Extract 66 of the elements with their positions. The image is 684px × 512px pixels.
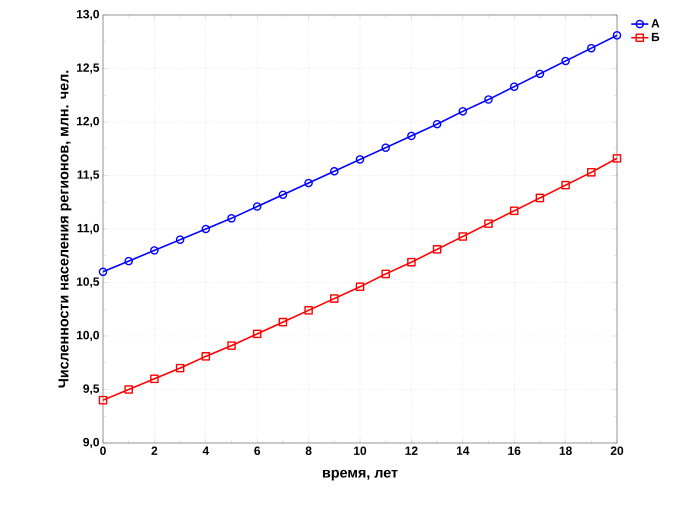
point <box>612 31 622 40</box>
point <box>330 166 339 176</box>
x-tick-label: 16 <box>508 446 520 455</box>
y-tick-label: 13,0 <box>76 10 99 20</box>
point <box>484 95 493 104</box>
point <box>202 352 210 361</box>
x-tick-label: 2 <box>152 446 158 455</box>
point <box>356 282 364 292</box>
x-tick-label: 12 <box>406 446 418 455</box>
y-tick-label: 10,5 <box>76 277 100 288</box>
x-tick-label: 10 <box>354 446 366 455</box>
legend-label: Б <box>652 32 660 42</box>
point <box>561 56 570 66</box>
point <box>561 180 570 190</box>
y-tick-label: 11,0 <box>78 224 99 234</box>
point <box>330 294 339 303</box>
point <box>381 143 390 152</box>
x-tick-label: 8 <box>306 446 312 455</box>
y-tick-label: 10,0 <box>76 330 99 342</box>
point <box>304 178 313 188</box>
point <box>484 219 493 228</box>
point <box>356 155 364 164</box>
point <box>227 341 236 350</box>
point <box>278 190 288 200</box>
point <box>124 385 133 394</box>
point <box>536 194 544 202</box>
point <box>458 107 468 116</box>
point <box>510 206 518 216</box>
point <box>278 318 288 326</box>
point <box>124 256 133 266</box>
y-tick-label: 11,5 <box>78 170 100 181</box>
point <box>98 396 108 404</box>
x-tick-label: 18 <box>560 446 572 455</box>
point <box>432 120 442 128</box>
point <box>587 44 596 52</box>
point <box>536 70 544 78</box>
point <box>612 154 622 163</box>
x-tick-label: 6 <box>254 446 260 455</box>
point <box>407 132 416 140</box>
point <box>432 245 442 254</box>
point <box>150 374 159 384</box>
y-tick-label: 12,5 <box>76 63 100 74</box>
y-axis-title: Численности населения регионов, млн. чел. <box>58 70 72 388</box>
point <box>304 306 313 315</box>
point <box>407 258 416 266</box>
point <box>510 82 518 91</box>
point <box>458 232 468 241</box>
point <box>252 202 262 211</box>
point <box>176 364 184 372</box>
point <box>587 168 596 177</box>
x-axis-title: время, лет <box>322 470 398 481</box>
x-tick-label: 4 <box>202 446 210 455</box>
point <box>202 224 210 234</box>
x-tick-label: 14 <box>456 446 470 455</box>
point <box>150 246 159 255</box>
x-tick-label: 20 <box>610 446 624 455</box>
point <box>381 270 390 278</box>
point <box>227 214 236 223</box>
point <box>98 268 108 276</box>
legend-label: А <box>651 19 660 28</box>
point <box>252 330 262 338</box>
x-tick-label: 0 <box>100 446 106 455</box>
y-tick-label: 9,5 <box>83 384 100 395</box>
y-tick-label: 9,0 <box>83 438 99 448</box>
point <box>176 235 184 244</box>
y-tick-label: 12,0 <box>76 116 99 128</box>
